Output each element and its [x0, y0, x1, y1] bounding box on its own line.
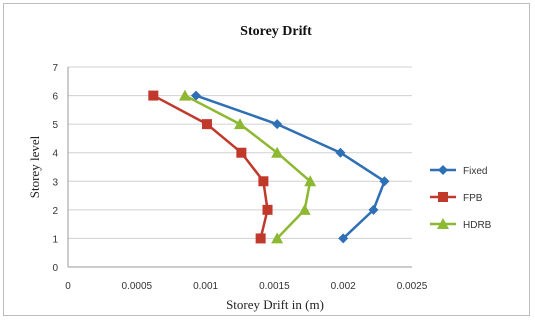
y-tick-label: 3 — [52, 177, 58, 188]
legend-marker-fpb — [438, 192, 448, 202]
x-tick-label: 0.001 — [193, 281, 218, 292]
x-tick-label: 0.0015 — [259, 281, 290, 292]
data-point-fpb — [262, 204, 273, 215]
data-point-fpb — [148, 90, 159, 101]
y-tick-label: 4 — [52, 149, 58, 160]
series-line-hdrb — [184, 94, 312, 240]
data-point-fixed — [190, 90, 201, 101]
data-point-fpb — [258, 176, 269, 187]
legend: Fixed FPB HDRB — [430, 165, 492, 231]
data-point-fixed — [379, 176, 390, 187]
x-tick-label: 0.0025 — [397, 281, 428, 292]
series-line-fpb — [152, 94, 269, 239]
data-point-hdrb — [304, 175, 317, 187]
legend-marker-hdrb — [437, 218, 449, 229]
data-point-fpb — [236, 147, 247, 158]
series — [148, 89, 390, 244]
x-axis-title: Storey Drift in (m) — [226, 297, 324, 312]
series-hdrb — [178, 89, 317, 244]
chart-frame — [3, 3, 530, 316]
legend-label-hdrb: HDRB — [463, 220, 492, 231]
data-point-hdrb — [178, 89, 191, 101]
y-tick-label: 2 — [52, 206, 58, 217]
x-tick-label: 0 — [65, 281, 71, 292]
legend-marker-fixed — [438, 165, 448, 175]
data-point-hdrb — [271, 232, 284, 244]
data-point-fixed — [368, 204, 379, 215]
y-tick-label: 0 — [52, 263, 58, 274]
legend-label-fpb: FPB — [463, 193, 483, 204]
chart-title: Storey Drift — [240, 24, 312, 39]
x-tick-label: 0.002 — [331, 281, 356, 292]
legend-item-fpb: FPB — [430, 192, 483, 204]
y-tick-label: 1 — [52, 234, 58, 245]
y-tick-label: 5 — [52, 120, 58, 131]
series-fpb — [148, 90, 273, 244]
data-point-fixed — [338, 233, 349, 244]
data-point-fixed — [335, 147, 346, 158]
data-point-fixed — [272, 119, 283, 130]
legend-item-hdrb: HDRB — [430, 218, 492, 231]
series-fixed — [190, 90, 390, 244]
data-point-fpb — [201, 119, 212, 130]
y-tick-label: 6 — [52, 92, 58, 103]
legend-label-fixed: Fixed — [463, 166, 487, 177]
data-point-hdrb — [298, 203, 311, 215]
data-point-fpb — [255, 233, 266, 244]
y-axis-title: Storey level — [27, 135, 42, 198]
data-point-hdrb — [271, 146, 284, 158]
y-tick-label: 7 — [52, 63, 58, 74]
data-point-hdrb — [234, 118, 246, 130]
series-line-fixed — [195, 94, 386, 240]
x-tick-label: 0.0005 — [122, 281, 153, 292]
axes: 0 1 2 3 4 5 6 7 0 0.0005 0.001 0.0015 0.002 0.0025 — [52, 63, 427, 292]
legend-item-fixed: Fixed — [430, 165, 487, 177]
